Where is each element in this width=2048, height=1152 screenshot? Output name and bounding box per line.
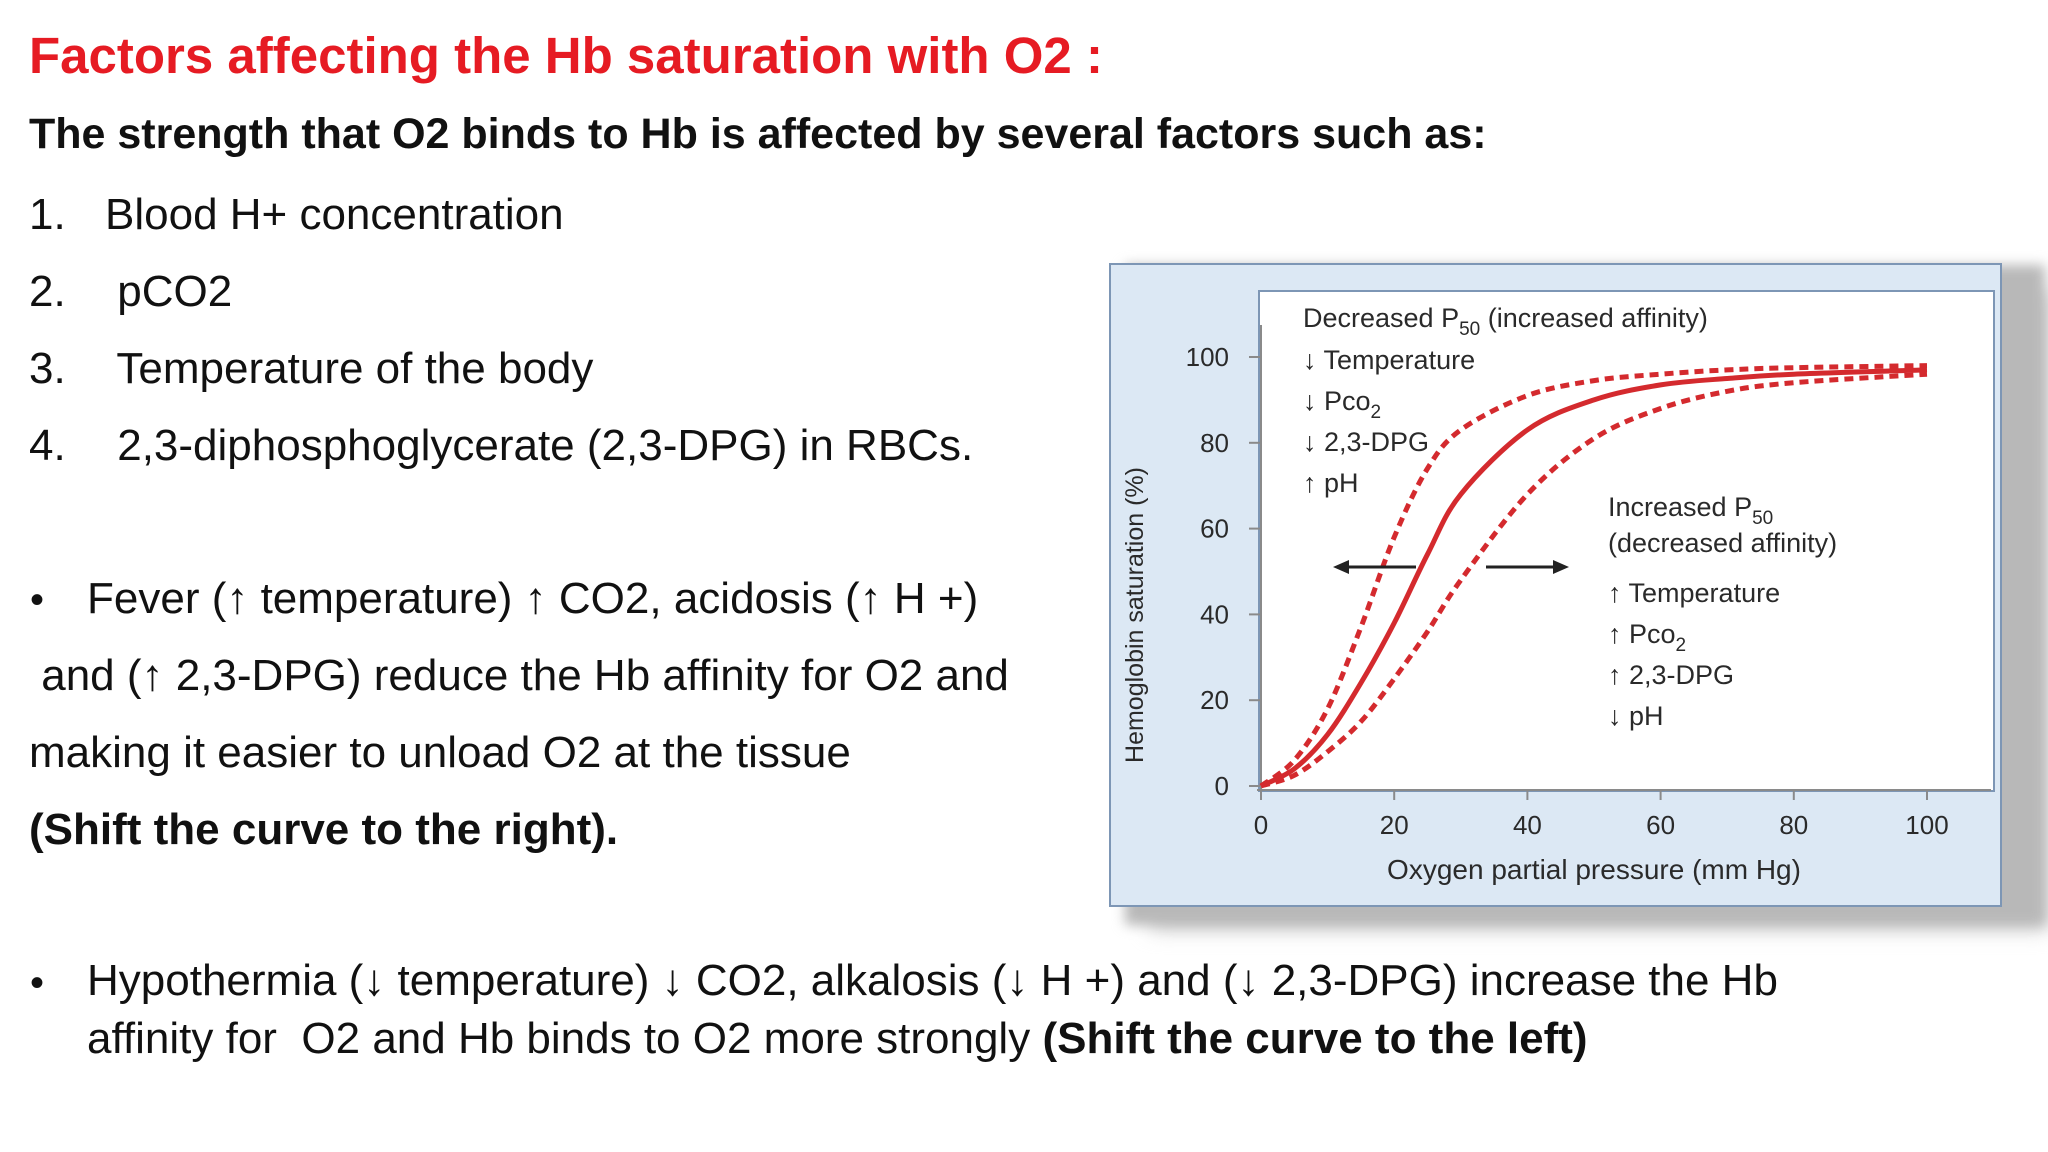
annotation-text: Pco [1324,386,1371,416]
left-shift-arrowhead [1333,560,1349,574]
annotation-text: 2,3-DPG [1629,660,1734,690]
factor-item-2: 2. pCO2 [29,267,232,317]
hypothermia-line-2-text: affinity for O2 and Hb binds to O2 more … [87,1014,1043,1063]
factor-item-3: 3. Temperature of the body [29,344,593,394]
normal-curve-line [1259,367,1928,789]
annotation-arrow: ↓ [1303,345,1324,375]
x-tick-label: 0 [1254,810,1268,840]
x-tick-label: 100 [1905,810,1948,840]
shifted-curve-line [1259,363,1928,789]
chart-axes: 0 20 40 60 80 100 0 20 40 60 80 100 Oxygen partial p… [1121,325,1991,885]
annotation-text: Temperature [1324,345,1476,375]
factor-text: Blood H+ concentration [105,190,564,239]
annotation-subscript: 2 [1371,402,1382,423]
left-annotation-heading: Decreased P50 (increased affinity) [1303,303,1708,340]
oxygen-dissociation-chart: 0 20 40 60 80 100 0 20 40 60 80 100 Oxygen partial p… [1121,290,1995,885]
factor-number: 4. [29,421,66,470]
annotation-text: 2,3-DPG [1324,427,1429,457]
y-tick-label: 20 [1200,685,1229,715]
factor-text: Temperature of the body [105,344,594,393]
annotation-text: Decreased P [1303,303,1459,333]
x-tick-label: 40 [1513,810,1542,840]
hypothermia-line-1: Hypothermia (↓ temperature) ↓ CO2, alkal… [87,956,1778,1005]
annotation-subscript: 50 [1459,319,1480,340]
annotation-subscript: 50 [1752,508,1773,529]
factor-text: pCO2 [105,267,233,316]
annotation-text: Increased P [1608,492,1752,522]
x-tick-label: 20 [1380,810,1409,840]
factor-number: 3. [29,344,66,393]
annotation-arrow: ↓ [1608,701,1629,731]
oxygen-dissociation-figure: 0 20 40 60 80 100 0 20 40 60 80 100 Oxygen partial p… [1109,263,2002,907]
fever-line-1: Fever (↑ temperature) ↑ CO2, acidosis (↑… [87,574,979,623]
annotation-text: Temperature [1629,578,1781,608]
annotation-arrow: ↓ [1303,386,1324,416]
fever-line-2: and (↑ 2,3-DPG) reduce the Hb affinity f… [29,651,1009,700]
right-shift-arrowhead [1553,560,1569,574]
left-annotation-factor: ↓ Temperature [1303,345,1475,375]
annotation-arrow: ↑ [1608,619,1629,649]
right-annotation-heading: Increased P50 [1608,492,1773,529]
annotation-text: (increased affinity) [1480,303,1708,333]
annotation-arrow: ↑ [1608,578,1629,608]
x-tick-label: 60 [1646,810,1675,840]
left-annotation-factor: ↓ Pco2 [1303,386,1381,423]
right-annotation-heading-line2: (decreased affinity) [1608,528,1837,558]
annotation-arrow: ↑ [1608,660,1629,690]
y-tick-label: 60 [1200,514,1229,544]
bullet-marker: • [30,578,45,622]
x-tick-label: 80 [1779,810,1808,840]
annotation-text: pH [1629,701,1664,731]
annotation-arrow: ↓ [1303,427,1324,457]
fever-line-3: making it easier to unload O2 at the tis… [29,728,851,777]
slide-title: Factors affecting the Hb saturation with… [29,27,1103,84]
hypothermia-line-2: affinity for O2 and Hb binds to O2 more … [87,1014,1588,1064]
y-tick-label: 100 [1186,342,1229,372]
y-tick-label: 0 [1215,771,1229,801]
chart-curves [1259,363,1928,789]
hypothermia-line-2-bold: (Shift the curve to the left) [1042,1014,1588,1063]
right-annotation-factor: ↑ 2,3-DPG [1608,660,1734,690]
y-tick-label: 80 [1200,428,1229,458]
y-axis-label: Hemoglobin saturation (%) [1121,467,1149,763]
right-annotation-factor: ↓ pH [1608,701,1664,731]
left-annotation-factor: ↓ 2,3-DPG [1303,427,1429,457]
chart-annotations: Decreased P50 (increased affinity)↓ Temp… [1303,303,1837,731]
y-tick-label: 40 [1200,599,1229,629]
fever-line-4: (Shift the curve to the right). [29,805,619,854]
factor-text: 2,3-diphosphoglycerate (2,3-DPG) in RBCs… [105,421,974,470]
annotation-arrow: ↑ [1303,468,1324,498]
left-annotation-factor: ↑ pH [1303,468,1359,498]
factor-number: 1. [29,190,66,239]
factor-number: 2. [29,267,66,316]
slide-subtitle: The strength that O2 binds to Hb is affe… [29,110,1487,158]
factor-item-1: 1. Blood H+ concentration [29,190,564,240]
right-annotation-factor: ↑ Temperature [1608,578,1780,608]
annotation-subscript: 2 [1676,635,1687,656]
x-axis-label: Oxygen partial pressure (mm Hg) [1387,854,1801,885]
shifted-curve-line [1260,371,1928,789]
bullet-marker: • [30,961,45,1005]
annotation-text: pH [1324,468,1359,498]
right-annotation-factor: ↑ Pco2 [1608,619,1686,656]
annotation-text: Pco [1629,619,1676,649]
factor-item-4: 4. 2,3-diphosphoglycerate (2,3-DPG) in R… [29,421,973,471]
